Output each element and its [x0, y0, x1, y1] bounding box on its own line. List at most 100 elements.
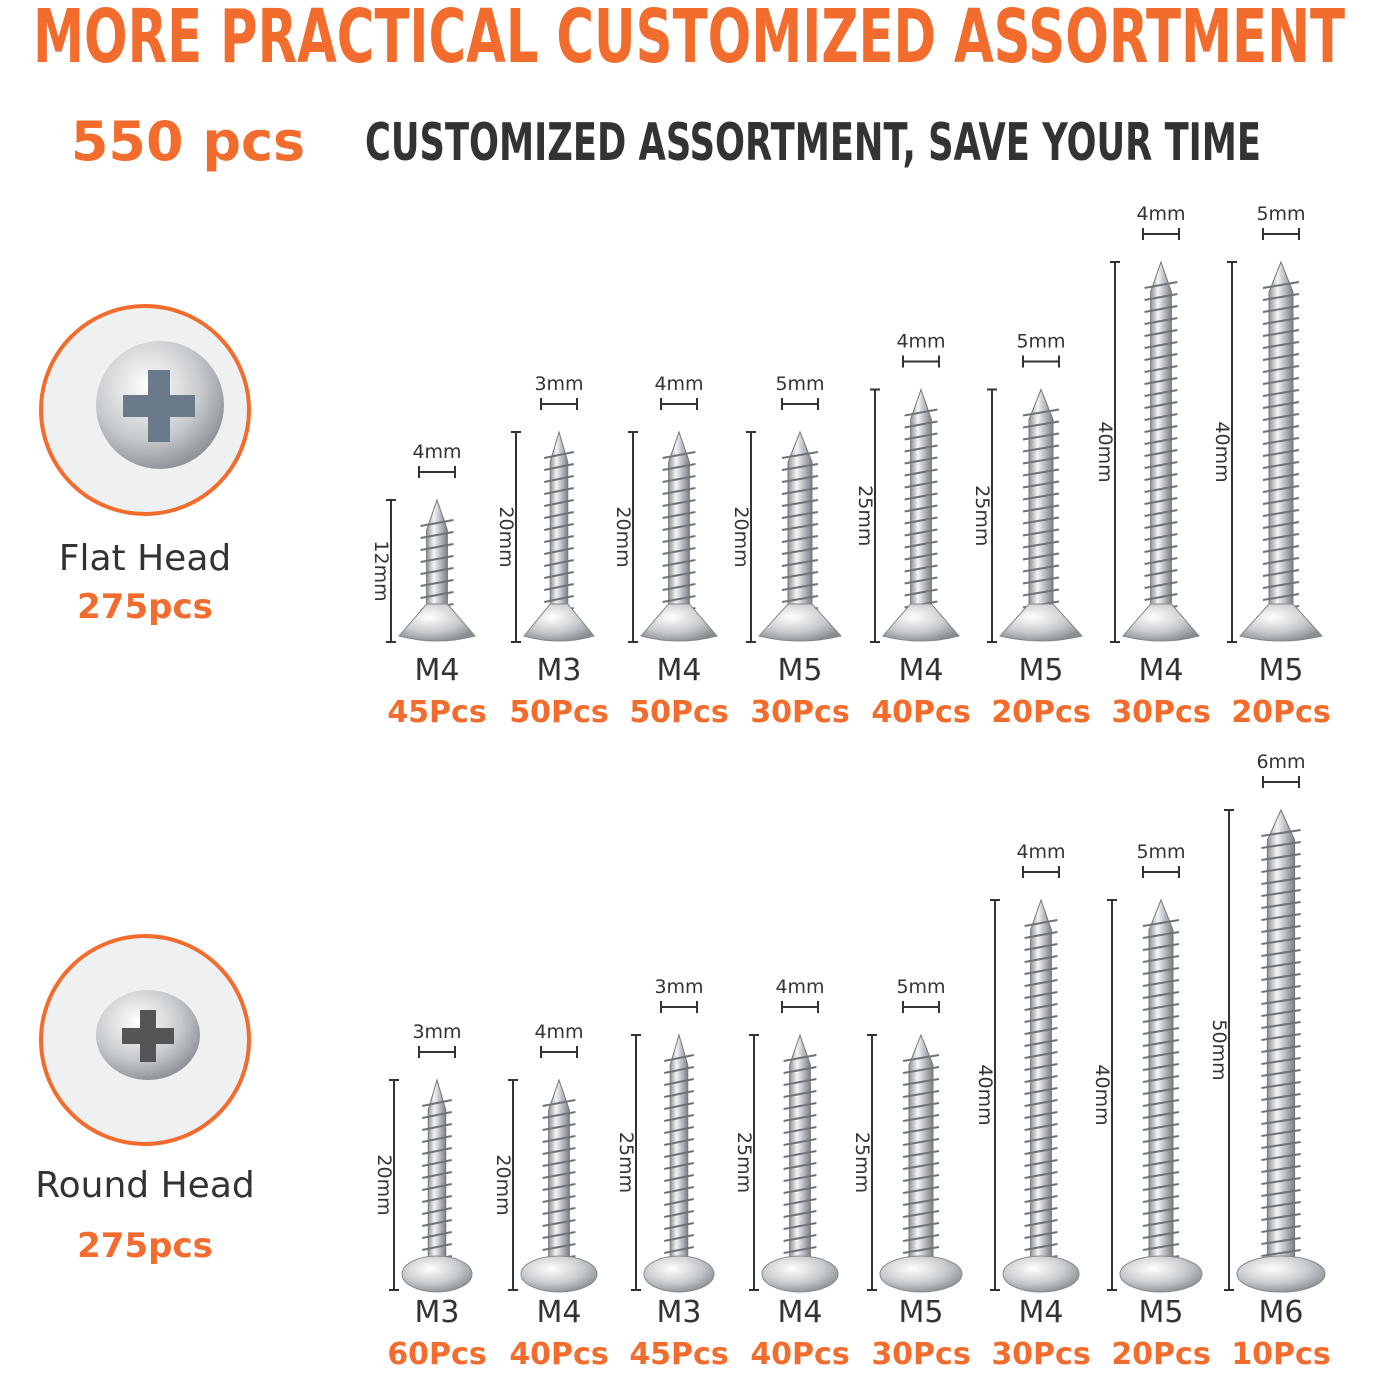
thread [1144, 401, 1178, 409]
thread [1262, 305, 1300, 313]
thread [1142, 943, 1180, 951]
thread [1024, 1027, 1058, 1035]
thread [1024, 1219, 1058, 1227]
thread [1261, 1105, 1301, 1113]
diameter-label: 4mm [534, 1021, 583, 1043]
thread [783, 1102, 817, 1110]
thread [1261, 1069, 1301, 1077]
diameter-label: 4mm [1016, 841, 1065, 863]
thread [1261, 1177, 1301, 1185]
qty-label: 45Pcs [629, 1337, 728, 1372]
diameter-label: 3mm [412, 1021, 461, 1043]
thread [422, 1243, 452, 1251]
thread [781, 463, 819, 471]
thread [1142, 991, 1180, 999]
thread [542, 1123, 576, 1131]
thread [662, 547, 696, 555]
thread [1144, 305, 1178, 313]
thread [662, 559, 696, 567]
thread [783, 1174, 817, 1182]
thread [1144, 281, 1178, 289]
length-label: 20mm [612, 506, 634, 567]
thread [781, 475, 819, 483]
screw [882, 387, 960, 642]
thread [1262, 473, 1300, 481]
thread [1261, 1009, 1301, 1017]
thread [902, 1198, 940, 1206]
size-label: M5 [1259, 653, 1304, 688]
thread [1262, 389, 1300, 397]
qty-label: 20Pcs [1111, 1337, 1210, 1372]
thread [1024, 1123, 1058, 1131]
size-label: M3 [657, 1295, 702, 1330]
thread [783, 1078, 817, 1086]
thread [904, 540, 938, 549]
thread [1142, 1051, 1180, 1059]
thread [662, 511, 696, 519]
qty-label: 30Pcs [871, 1337, 970, 1372]
qty-label: 10Pcs [1231, 1337, 1330, 1372]
thread [1262, 497, 1300, 505]
thread [542, 1219, 576, 1227]
screw-head [398, 603, 476, 642]
thread [1261, 1093, 1301, 1101]
thread [542, 1183, 576, 1191]
thread [1022, 492, 1060, 501]
thread [1022, 432, 1060, 441]
thread [1261, 1249, 1301, 1257]
thread [1142, 931, 1180, 939]
length-label: 25mm [854, 485, 876, 546]
group-count: 275pcs [77, 1226, 213, 1266]
thread [1024, 1207, 1058, 1215]
size-label: M5 [778, 653, 823, 688]
thread [664, 1126, 694, 1134]
screw-head [1236, 1255, 1326, 1293]
thread [664, 1162, 694, 1170]
subtitle: CUSTOMIZED ASSORTMENT, SAVE YOUR TIME [365, 113, 1261, 173]
thread [1261, 949, 1301, 957]
screw [879, 1033, 963, 1293]
thread [542, 1099, 576, 1107]
thread [1262, 329, 1300, 337]
thread [1024, 979, 1058, 987]
thread [904, 468, 938, 477]
thread [1024, 1147, 1058, 1155]
thread [1024, 1015, 1058, 1023]
thread [902, 1186, 940, 1194]
thread [1142, 1243, 1180, 1251]
length-label: 20mm [492, 1154, 514, 1215]
thread [544, 571, 574, 579]
screw-head [520, 1255, 598, 1293]
thread [1022, 552, 1060, 561]
size-label: M4 [778, 1295, 823, 1330]
screw [758, 430, 842, 642]
thread [420, 591, 454, 599]
thread [1261, 1153, 1301, 1161]
thread [1262, 341, 1300, 349]
screw-head [879, 1255, 963, 1293]
thread [1024, 1087, 1058, 1095]
thread [420, 543, 454, 551]
thread [544, 559, 574, 567]
length-label: 20mm [373, 1154, 395, 1215]
thread [542, 1159, 576, 1167]
thread [1142, 979, 1180, 987]
thread [1261, 1057, 1301, 1065]
thread [662, 499, 696, 507]
thread [542, 1243, 576, 1251]
thread [1142, 1147, 1180, 1155]
thread [1024, 955, 1058, 963]
thread [542, 1231, 576, 1239]
thread [1024, 1039, 1058, 1047]
thread [1262, 521, 1300, 529]
thread [664, 1234, 694, 1242]
length-label: 20mm [730, 506, 752, 567]
thread [1261, 1165, 1301, 1173]
size-label: M4 [657, 653, 702, 688]
thread [781, 583, 819, 591]
thread [664, 1246, 694, 1254]
thread [1262, 281, 1300, 289]
screw-head [1122, 603, 1200, 642]
thread [902, 1150, 940, 1158]
thread [1024, 967, 1058, 975]
